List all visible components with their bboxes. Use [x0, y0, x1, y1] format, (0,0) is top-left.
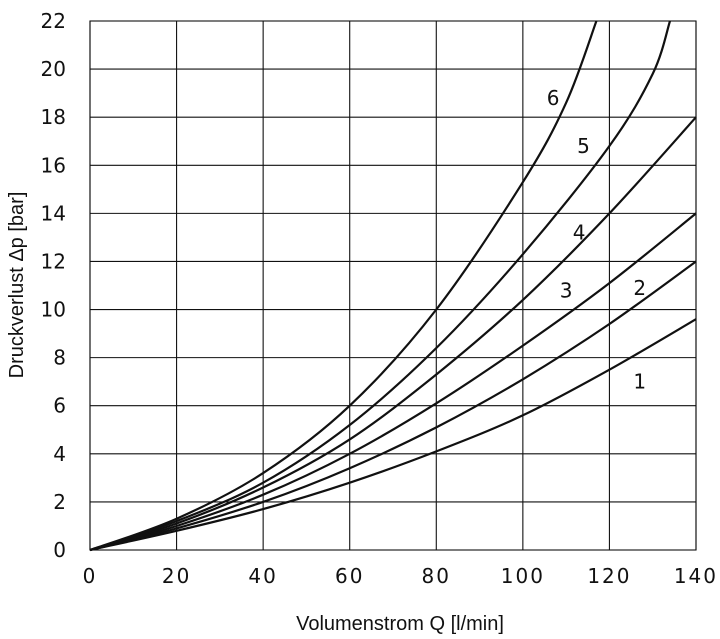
y-tick-label: 10 — [41, 298, 66, 322]
curve-1 — [89, 318, 697, 552]
curve-label-4: 4 — [573, 221, 586, 245]
grid — [89, 20, 697, 551]
y-tick-label: 6 — [53, 394, 66, 418]
y-tick-label: 14 — [41, 201, 66, 225]
y-tick-label: 12 — [41, 249, 66, 273]
plot-frame — [89, 20, 697, 551]
y-tick-label: 18 — [41, 105, 66, 129]
x-axis-title: Volumenstrom Q [l/min] — [296, 613, 504, 635]
curve-label-5: 5 — [577, 134, 590, 158]
curve-label-2: 2 — [633, 276, 646, 300]
y-tick-label: 0 — [53, 538, 66, 562]
x-tick-label: 0 — [83, 564, 98, 588]
y-tick-label: 2 — [53, 490, 66, 514]
x-tick-label: 20 — [162, 564, 191, 588]
curve-label-1: 1 — [633, 370, 646, 394]
curves — [89, 20, 697, 552]
x-tick-label: 60 — [335, 564, 364, 588]
y-tick-label: 16 — [41, 153, 66, 177]
x-tick-label: 120 — [587, 564, 631, 588]
y-tick-label: 20 — [41, 57, 66, 81]
x-tick-label: 140 — [674, 564, 718, 588]
curve-4 — [89, 116, 697, 552]
y-tick-label: 8 — [53, 346, 66, 370]
y-tick-label: 4 — [53, 442, 66, 466]
x-tick-label: 40 — [248, 564, 277, 588]
curve-label-6: 6 — [547, 86, 560, 110]
curve-labels: 1 2 3 4 56 — [547, 86, 646, 394]
x-tick-label: 100 — [501, 564, 545, 588]
curve-3 — [89, 212, 697, 552]
curve-label-3: 3 — [560, 278, 573, 302]
curve-5 — [89, 20, 672, 552]
x-tick-label: 80 — [422, 564, 451, 588]
curve-6 — [89, 20, 598, 552]
y-tick-label: 22 — [41, 9, 66, 33]
curve-2 — [89, 260, 697, 552]
y-axis-title: Druckverlust Δp [bar] — [6, 192, 28, 379]
